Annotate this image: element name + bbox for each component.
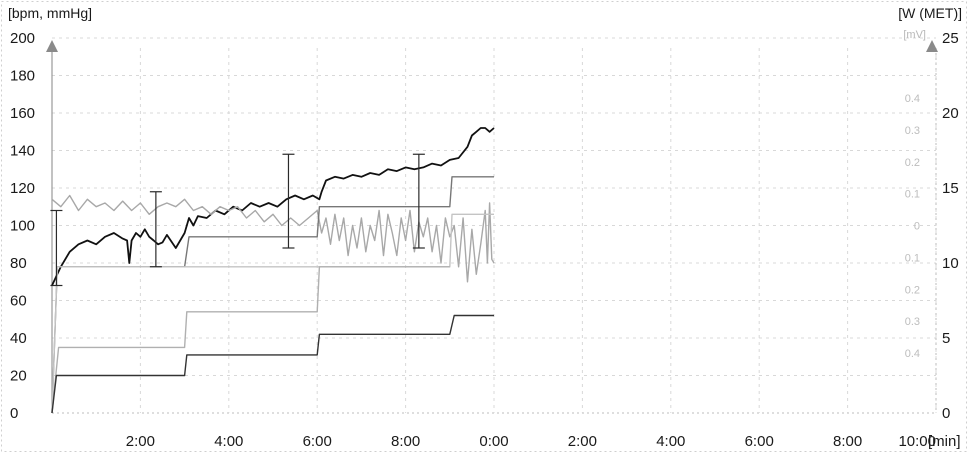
x-tick-label-7: 6:00 [745, 433, 774, 450]
x-tick-label-8: 8:00 [833, 433, 862, 450]
left-tick-label-0: 0 [10, 405, 18, 422]
mv-tick-label-7: 0.3 [905, 316, 920, 328]
x-axis-ticks: 2:00 4:00 6:00 8:00 0:00 2:00 4:00 6:00 8:00 10:0… [126, 433, 936, 450]
right-axis-ticks: 0 5 10 15 20 25 [942, 30, 959, 422]
mv-tick-label-6: 0.2 [905, 284, 920, 296]
left-axis-title: [bpm, mmHg] [8, 5, 92, 21]
right-tick-label-1: 5 [942, 330, 950, 347]
x-tick-label-9: 10:00 [898, 433, 936, 450]
mv-tick-label-5: 0.1 [905, 252, 920, 264]
left-tick-label-10: 200 [10, 30, 35, 47]
left-tick-label-9: 180 [10, 68, 35, 85]
left-tick-label-3: 60 [10, 293, 27, 310]
x-tick-label-3: 8:00 [391, 433, 420, 450]
right-tick-label-2: 10 [942, 255, 959, 272]
right-tick-label-0: 0 [942, 405, 950, 422]
left-tick-label-4: 80 [10, 255, 27, 272]
mv-tick-label-8: 0.4 [905, 348, 920, 360]
series-line-1 [51, 194, 495, 283]
right-axis-title: [W (MET)] [898, 5, 962, 21]
x-tick-label-4: 0:00 [479, 433, 508, 450]
left-axis-ticks: 0 20 40 60 80 100 120 140 160 180 200 [10, 30, 35, 422]
mv-tick-label-1: 0.3 [905, 125, 920, 137]
right-axis-arrow-icon [926, 40, 938, 52]
x-unit-label: [min] [928, 433, 961, 450]
left-tick-label-1: 20 [10, 368, 27, 385]
mv-tick-label-2: 0.2 [905, 157, 920, 169]
x-tick-label-1: 4:00 [214, 433, 243, 450]
left-tick-label-7: 140 [10, 143, 35, 160]
right-tick-label-4: 20 [942, 105, 959, 122]
right-tick-label-3: 15 [942, 180, 959, 197]
series-line-4 [51, 266, 450, 414]
left-tick-label-6: 120 [10, 180, 35, 197]
left-tick-label-8: 160 [10, 105, 35, 122]
x-tick-label-2: 6:00 [303, 433, 332, 450]
blood-pressure-bars [50, 153, 425, 287]
mv-tick-label-0: 0.4 [905, 93, 920, 105]
series-line-3 [51, 213, 494, 414]
x-tick-label-0: 2:00 [126, 433, 155, 450]
grid [52, 37, 937, 414]
x-tick-label-6: 4:00 [656, 433, 685, 450]
left-tick-label-2: 40 [10, 330, 27, 347]
series-line-5 [51, 314, 494, 414]
series-layer [51, 127, 495, 414]
x-tick-label-5: 2:00 [568, 433, 597, 450]
series-line-0 [51, 127, 495, 286]
left-tick-label-5: 100 [10, 218, 35, 235]
mv-tick-label-3: 0.1 [905, 189, 920, 201]
mv-axis-ticks: 0.4 0.3 0.2 0.1 0 0.1 0.2 0.3 0.4 [905, 93, 920, 360]
mv-tick-label-4: 0 [914, 221, 920, 233]
right-tick-label-5: 25 [942, 30, 959, 47]
mv-axis-title: [mV] [903, 29, 926, 41]
axes: [bpm, mmHg] [W (MET)] [mV] [min] [8, 5, 962, 450]
series-line-2 [51, 176, 494, 414]
left-axis-arrow-icon [46, 40, 58, 52]
